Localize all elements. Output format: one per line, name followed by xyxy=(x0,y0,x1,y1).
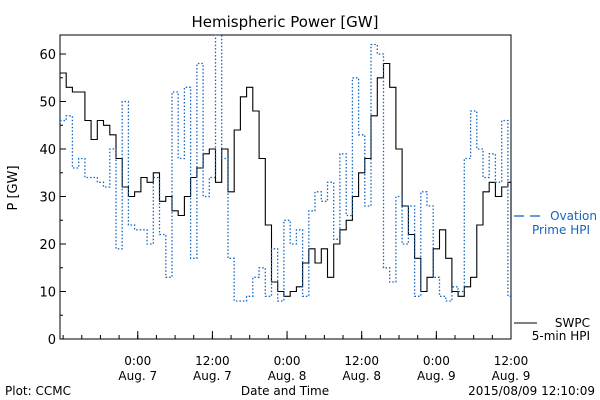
x-tick-label-time: 0:00 xyxy=(124,354,151,368)
x-tick-label-date: Aug. 8 xyxy=(268,369,307,383)
legend-swpc-label-2: 5-min HPI xyxy=(532,329,590,343)
x-tick-label-date: Aug. 7 xyxy=(193,369,232,383)
y-tick-label: 30 xyxy=(39,191,56,206)
y-tick-label: 60 xyxy=(39,48,56,63)
x-tick-label-time: 12:00 xyxy=(195,354,230,368)
y-tick-label: 0 xyxy=(48,333,56,348)
y-tick-label: 40 xyxy=(39,143,56,158)
series-layer xyxy=(60,34,512,302)
x-tick-label-date: Aug. 9 xyxy=(492,369,531,383)
x-tick-label-time: 0:00 xyxy=(423,354,450,368)
x-tick-label-date: Aug. 8 xyxy=(342,369,381,383)
chart-title: Hemispheric Power [GW] xyxy=(192,13,379,31)
legend-ovation-label-1: Ovation xyxy=(550,209,597,223)
swpc-series-line xyxy=(60,62,512,297)
y-tick-label: 50 xyxy=(39,96,56,111)
y-tick-label: 20 xyxy=(39,238,56,253)
x-tick-label-time: 12:00 xyxy=(344,354,379,368)
y-axis-ticks: 0 10 20 30 40 50 60 xyxy=(39,48,66,348)
x-tick-label-time: 12:00 xyxy=(494,354,529,368)
x-tick-label-date: Aug. 7 xyxy=(118,369,157,383)
x-tick-label-date: Aug. 9 xyxy=(417,369,456,383)
legend-swpc-label-1: SWPC xyxy=(555,316,590,330)
plot-timestamp: 2015/08/09 12:10:09 xyxy=(468,384,595,398)
x-tick-label-time: 0:00 xyxy=(274,354,301,368)
plot-credit: Plot: CCMC xyxy=(5,384,71,398)
ovation-series-line xyxy=(60,34,511,302)
y-axis-label: P [GW] xyxy=(6,165,21,210)
legend-ovation-label-2: Prime HPI xyxy=(532,223,590,237)
x-axis-label: Date and Time xyxy=(241,384,329,398)
y-tick-label: 10 xyxy=(39,286,56,301)
